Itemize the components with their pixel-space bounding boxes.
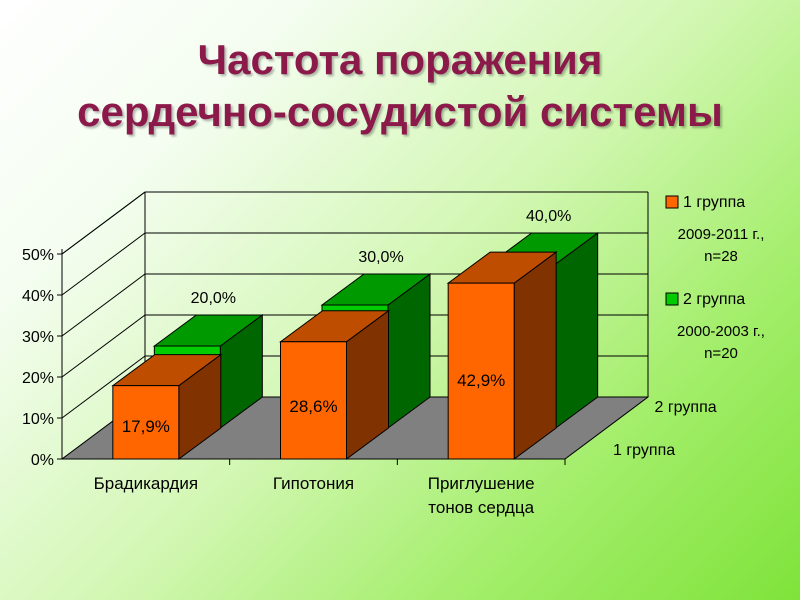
bar-1 [447, 282, 515, 460]
side-gridline [61, 314, 146, 378]
depth-axis-label: 2 группа [655, 399, 717, 416]
y-tick-label: 40% [22, 288, 54, 305]
legend-note-1: n=28 [704, 248, 738, 265]
y-tick-label: 0% [31, 452, 54, 469]
title-line-1: Частота поражения [197, 36, 603, 83]
side-gridline [61, 273, 146, 337]
y-tick-label: 10% [22, 411, 54, 428]
title-line-2: сердечно-сосудистой системы [77, 88, 723, 135]
legend-label-1: 1 группа [683, 194, 745, 211]
legend-note-2: 2000-2003 г., [677, 323, 765, 340]
y-tick-label: 30% [22, 329, 54, 346]
legend-note-2: n=20 [704, 345, 738, 362]
bar-1 [280, 341, 347, 460]
side-top-line [61, 191, 146, 255]
y-tick-label: 20% [22, 370, 54, 387]
side-gridline [61, 355, 146, 419]
data-label-group-2: 40,0% [526, 208, 571, 225]
bar-side-1 [513, 251, 557, 460]
category-label: тонов сердца [428, 498, 534, 517]
data-label-group-1: 42,9% [457, 371, 505, 390]
slide-title: Частота поражения сердечно-сосудистой си… [0, 34, 800, 138]
depth-axis-label: 1 группа [613, 442, 675, 459]
category-label: Гипотония [273, 474, 354, 493]
category-label: Приглушение [428, 474, 535, 493]
side-gridline [61, 232, 146, 296]
bar-side-2 [555, 232, 599, 429]
data-label-group-1: 17,9% [122, 417, 170, 436]
legend-swatch-2 [665, 292, 679, 306]
depth-axis-line [564, 396, 649, 460]
data-label-group-2: 20,0% [191, 290, 236, 307]
legend-label-2: 2 группа [683, 291, 745, 308]
data-label-group-1: 28,6% [289, 397, 337, 416]
y-tick-label: 50% [22, 247, 54, 264]
legend-note-1: 2009-2011 г., [678, 226, 765, 243]
bar-1 [112, 385, 180, 460]
legend-swatch-1 [665, 195, 679, 209]
category-label: Брадикардия [94, 474, 198, 493]
data-label-group-2: 30,0% [358, 249, 403, 266]
